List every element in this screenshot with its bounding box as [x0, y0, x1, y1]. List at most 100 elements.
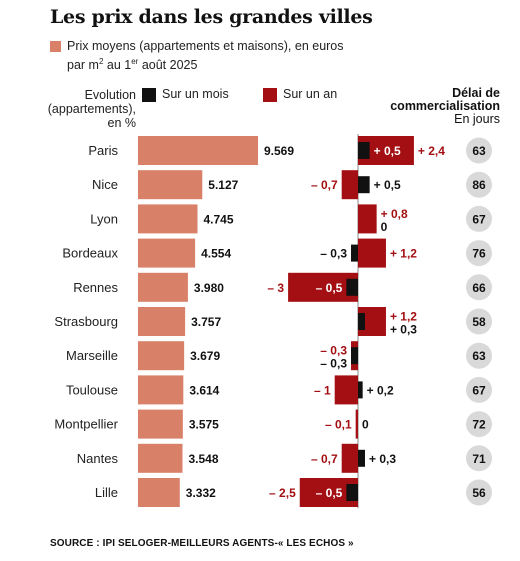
- year-change-label: – 1: [314, 383, 331, 397]
- month-change-label: – 0,5: [316, 281, 343, 295]
- delai-value-label: 67: [472, 383, 486, 397]
- month-change-bar: [351, 244, 358, 262]
- month-change-bar: [346, 278, 358, 296]
- delai-circle: [466, 205, 492, 232]
- delai-circle: [466, 274, 492, 301]
- month-change-label: + 0,2: [367, 383, 394, 397]
- city-label: Lyon: [90, 211, 118, 226]
- month-change-label: + 0,3: [390, 323, 417, 337]
- city-label: Nantes: [77, 451, 119, 466]
- year-change-bar: [355, 409, 358, 439]
- price-bar: [138, 443, 183, 473]
- year-change-label: – 0,1: [325, 418, 352, 432]
- price-bar: [138, 409, 183, 439]
- year-legend-label: Sur un an: [283, 87, 338, 101]
- delai-circle: [466, 479, 492, 506]
- month-change-bar: [358, 142, 370, 159]
- delai-value-label: 67: [472, 212, 486, 226]
- price-bar: [138, 238, 196, 268]
- month-change-bar: [346, 484, 358, 501]
- city-label: Marseille: [66, 348, 118, 363]
- price-bar: [138, 307, 186, 336]
- price-value-label: 4.554: [201, 247, 231, 261]
- delai-value-label: 72: [472, 418, 486, 432]
- month-change-bar: [351, 347, 358, 365]
- year-change-label: – 3: [267, 281, 284, 295]
- evolution-legend-label: Evolution (appartements), en %: [47, 88, 136, 130]
- city-label: Lille: [95, 485, 118, 500]
- price-bar: [138, 170, 203, 200]
- city-label: Paris: [88, 143, 118, 158]
- city-label: Nice: [92, 177, 118, 192]
- month-change-bar: [358, 313, 365, 330]
- year-legend-swatch: [263, 88, 277, 102]
- month-change-label: 0: [381, 220, 388, 234]
- delai-value-label: 63: [472, 349, 486, 363]
- price-value-label: 3.614: [189, 383, 219, 397]
- year-change-label: – 0,7: [311, 452, 338, 466]
- price-value-label: 3.575: [189, 418, 219, 432]
- price-bar: [138, 478, 180, 507]
- city-label: Rennes: [73, 280, 118, 295]
- delai-circle: [466, 445, 492, 472]
- month-change-bar: [358, 449, 365, 467]
- year-change-label: – 2,5: [269, 486, 296, 500]
- price-bar: [138, 375, 184, 405]
- price-value-label: 3.757: [191, 315, 221, 329]
- delai-circle: [466, 137, 492, 164]
- city-label: Bordeaux: [62, 246, 118, 261]
- delai-value-label: 58: [472, 315, 486, 329]
- year-change-bar: [341, 443, 358, 473]
- delai-circle: [466, 171, 492, 198]
- year-change-bar: [341, 170, 358, 200]
- delai-header: Délai de commercialisation En jours: [390, 86, 500, 126]
- city-label: Montpellier: [54, 417, 118, 432]
- month-change-label: 0: [362, 418, 369, 432]
- month-change-label: + 0,3: [369, 452, 396, 466]
- month-legend-label: Sur un mois: [162, 87, 229, 101]
- month-change-label: – 0,3: [320, 247, 347, 261]
- year-change-bar: [334, 375, 358, 405]
- price-value-label: 4.745: [204, 212, 234, 226]
- price-bar: [138, 341, 185, 371]
- year-change-label: – 0,3: [320, 344, 347, 358]
- month-legend-swatch: [142, 88, 156, 102]
- delai-value-label: 86: [472, 178, 486, 192]
- price-legend-line1: Prix moyens (appartements et maisons), e…: [67, 39, 344, 53]
- delai-circle: [466, 240, 492, 267]
- year-change-bar: [358, 238, 386, 268]
- month-change-bar: [358, 176, 370, 194]
- month-change-label: – 0,5: [316, 486, 343, 500]
- delai-value-label: 66: [472, 281, 486, 295]
- chart-title: Les prix dans les grandes villes: [50, 6, 373, 28]
- year-change-label: + 0,8: [381, 207, 408, 221]
- price-legend-line2: par m2 au 1er août 2025: [67, 57, 198, 73]
- month-change-label: + 0,5: [374, 144, 401, 158]
- price-value-label: 5.127: [208, 178, 238, 192]
- month-change-label: – 0,3: [320, 357, 347, 371]
- city-label: Toulouse: [66, 382, 118, 397]
- price-value-label: 9.569: [264, 144, 294, 158]
- price-value-label: 3.548: [188, 452, 218, 466]
- delai-circle: [466, 411, 492, 438]
- source-note: SOURCE : IPI SELOGER-MEILLEURS AGENTS-« …: [50, 538, 354, 549]
- year-change-label: + 1,2: [390, 247, 417, 261]
- price-value-label: 3.679: [190, 349, 220, 363]
- delai-value-label: 63: [472, 144, 486, 158]
- year-change-label: + 1,2: [390, 310, 417, 324]
- city-label: Strasbourg: [54, 314, 118, 329]
- delai-circle: [466, 342, 492, 369]
- delai-circle: [466, 308, 492, 335]
- price-bar: [138, 272, 188, 302]
- year-change-bar: [358, 204, 377, 234]
- year-change-label: + 2,4: [418, 144, 445, 158]
- price-bar: [138, 204, 198, 234]
- price-legend-swatch: [50, 41, 61, 52]
- delai-value-label: 76: [472, 247, 486, 261]
- price-value-label: 3.980: [194, 281, 224, 295]
- delai-value-label: 56: [472, 486, 486, 500]
- month-change-label: + 0,5: [374, 178, 401, 192]
- month-change-bar: [358, 381, 363, 399]
- price-bar: [138, 136, 258, 165]
